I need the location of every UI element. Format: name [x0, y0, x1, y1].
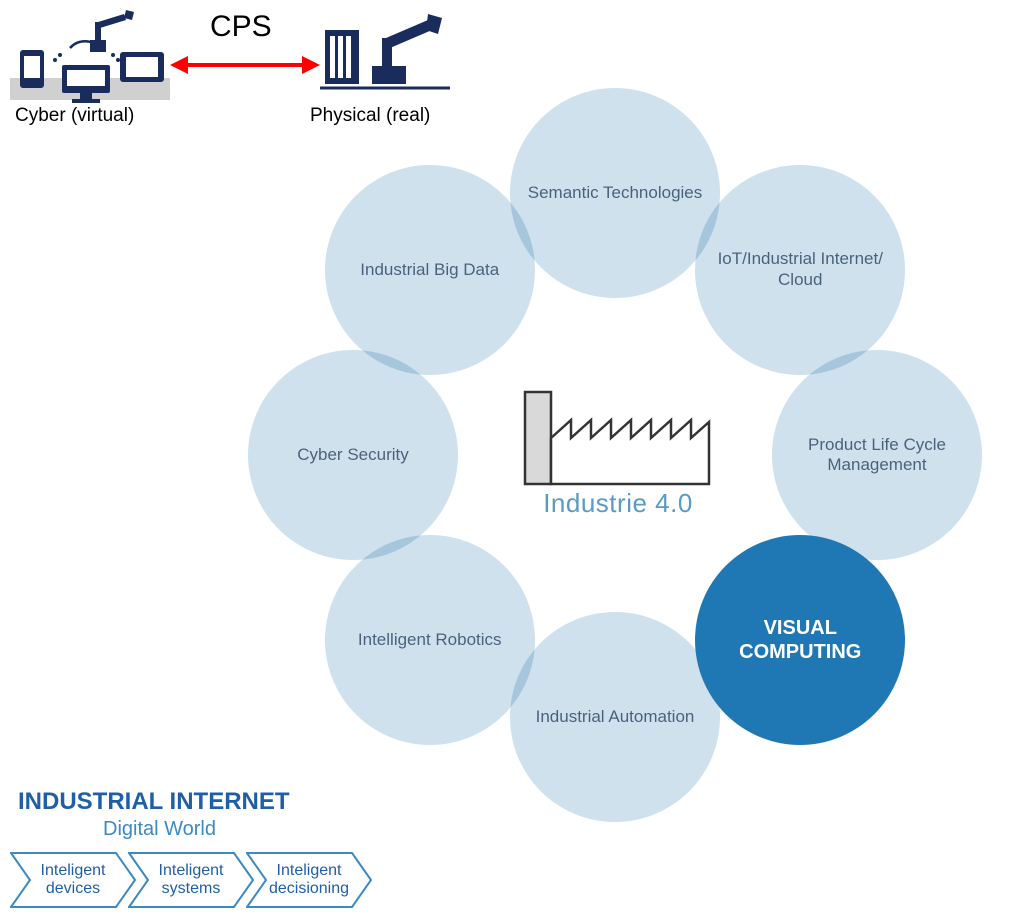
chevron-label: Inteligentsystems [128, 862, 254, 897]
center-factory: Industrie 4.0 [518, 390, 718, 519]
center-label: Industrie 4.0 [543, 488, 693, 519]
topic-circle-plm: Product Life CycleManagement [772, 350, 982, 560]
topic-label: Semantic Technologies [528, 183, 703, 203]
topic-label: Industrial Automation [536, 707, 695, 727]
topic-circle-iot: IoT/Industrial Internet/Cloud [695, 165, 905, 375]
topic-ring: Semantic Technologies IoT/Industrial Inte… [0, 0, 1025, 921]
topic-circle-automation: Industrial Automation [510, 612, 720, 822]
topic-circle-visual: VISUALCOMPUTING [695, 535, 905, 745]
topic-circle-semantic: Semantic Technologies [510, 88, 720, 298]
topic-label: Product Life CycleManagement [808, 435, 946, 476]
topic-circle-robotics: Intelligent Robotics [325, 535, 535, 745]
topic-label: VISUALCOMPUTING [739, 616, 861, 664]
chevron-row: InteligentdevicesInteligentsystemsInteli… [10, 852, 430, 912]
chevron-2: Inteligentdecisioning [246, 852, 372, 908]
topic-label: Intelligent Robotics [358, 630, 502, 650]
factory-icon [523, 390, 713, 490]
chevron-1: Inteligentsystems [128, 852, 254, 908]
topic-label: IoT/Industrial Internet/Cloud [718, 249, 883, 290]
topic-label: Industrial Big Data [360, 260, 499, 280]
topic-circle-bigdata: Industrial Big Data [325, 165, 535, 375]
industrial-internet-subtitle: Digital World [103, 818, 418, 841]
chevron-label: Inteligentdevices [10, 862, 136, 897]
topic-label: Cyber Security [297, 445, 408, 465]
industrial-internet-title: INDUSTRIAL INTERNET [18, 788, 418, 816]
chevron-0: Inteligentdevices [10, 852, 136, 908]
industrial-internet-section: INDUSTRIAL INTERNET Digital World [18, 788, 418, 841]
topic-circle-cybersec: Cyber Security [248, 350, 458, 560]
chevron-label: Inteligentdecisioning [246, 862, 372, 897]
